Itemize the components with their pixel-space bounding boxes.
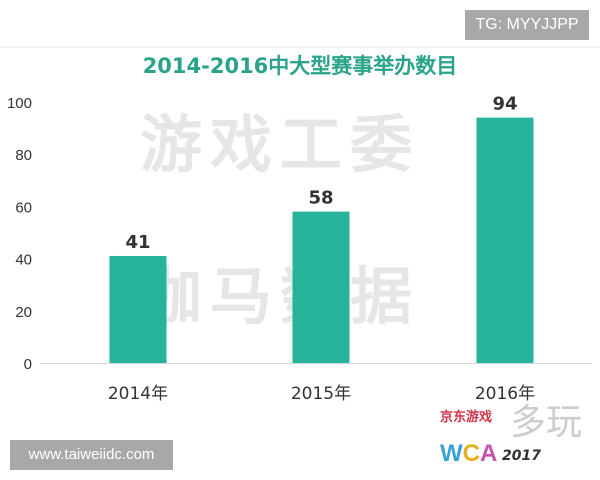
data-label: 41 bbox=[125, 232, 150, 253]
x-tick-label: 2014年 bbox=[108, 384, 168, 404]
bar-2015年 bbox=[292, 211, 350, 363]
y-tick-label: 0 bbox=[24, 356, 32, 373]
site-badge: www.taiweiidc.com bbox=[10, 440, 173, 470]
y-tick-label: 60 bbox=[15, 199, 32, 216]
wca-logo: WCA bbox=[440, 440, 497, 468]
wca-letter-a: A bbox=[480, 440, 498, 467]
data-label: 94 bbox=[492, 94, 517, 115]
y-tick-label: 40 bbox=[15, 252, 32, 269]
bar-2014年 bbox=[109, 255, 167, 363]
watermark-line1: 游戏工委 bbox=[140, 108, 421, 181]
tg-badge: TG: MYYJJPP bbox=[465, 10, 589, 40]
duowan-watermark: 多玩 bbox=[510, 402, 583, 443]
jd-games-logo: 京东游戏 bbox=[440, 410, 493, 425]
wca-letter-c: C bbox=[462, 440, 480, 467]
wca-year: 2017 bbox=[502, 448, 541, 464]
y-tick-label: 80 bbox=[15, 147, 32, 164]
x-tick-label: 2015年 bbox=[291, 384, 351, 404]
watermark-line2: 伽马数据 bbox=[140, 260, 421, 333]
y-tick-label: 100 bbox=[7, 95, 32, 112]
data-label: 58 bbox=[308, 188, 333, 209]
x-tick-label: 2016年 bbox=[475, 384, 535, 404]
wca-letter-w: W bbox=[440, 440, 463, 467]
bar-2016年 bbox=[476, 117, 534, 363]
y-tick-label: 20 bbox=[15, 304, 32, 321]
chart-title: 2014-2016中大型赛事举办数目 bbox=[142, 54, 458, 78]
